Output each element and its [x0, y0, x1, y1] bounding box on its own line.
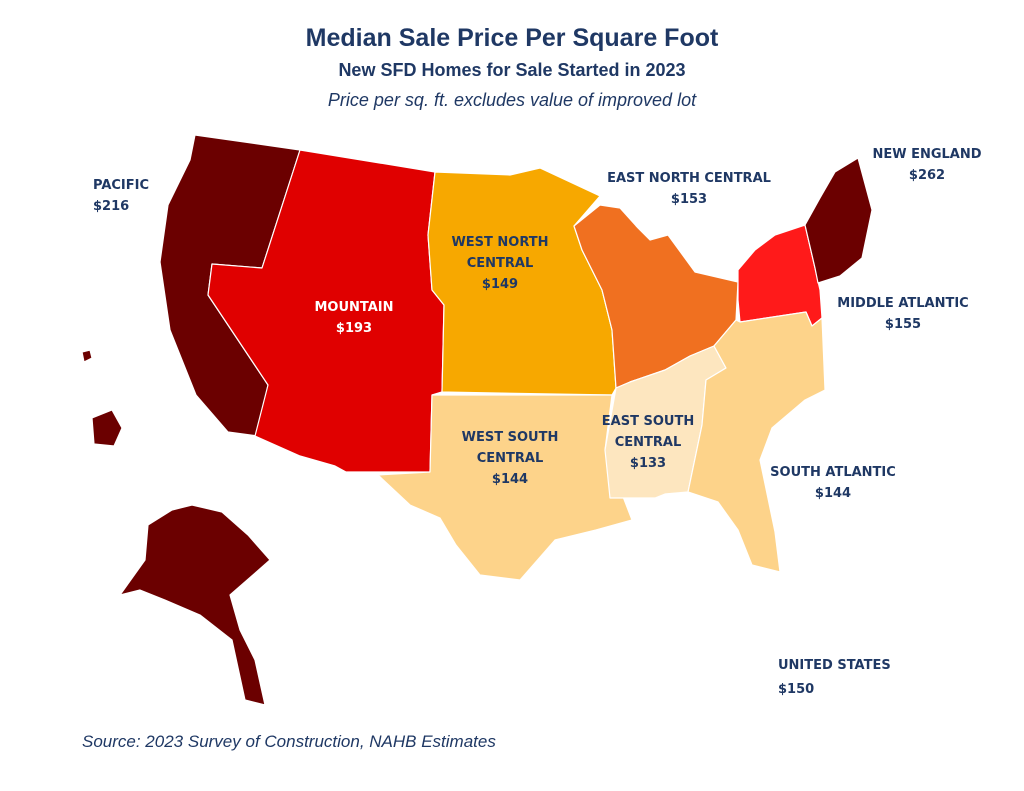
- national-label: UNITED STATES: [778, 658, 891, 673]
- region-label-west-south-central: WEST SOUTH: [462, 430, 559, 445]
- region-label-west-south-central: CENTRAL: [477, 451, 544, 466]
- region-value-east-south-central: $133: [630, 456, 666, 471]
- region-new-england: [804, 157, 873, 284]
- region-label-east-south-central: EAST SOUTH: [602, 414, 694, 429]
- region-shapes: [81, 134, 873, 706]
- region-west-north-central: [427, 167, 617, 396]
- region-pacific-hawaii: [91, 409, 123, 447]
- region-south-atlantic: [687, 311, 826, 573]
- region-value-west-south-central: $144: [492, 472, 528, 487]
- region-pacific-alaska: [119, 504, 271, 706]
- region-pacific-hawaii-islet: [81, 349, 93, 363]
- region-label-pacific: PACIFIC: [93, 178, 149, 193]
- region-label-middle-atlantic: MIDDLE ATLANTIC: [837, 296, 968, 311]
- region-label-south-atlantic: SOUTH ATLANTIC: [770, 465, 896, 480]
- region-label-east-north-central: EAST NORTH CENTRAL: [607, 171, 771, 186]
- region-value-new-england: $262: [909, 168, 945, 183]
- region-value-middle-atlantic: $155: [885, 317, 921, 332]
- region-value-east-north-central: $153: [671, 192, 707, 207]
- region-label-east-south-central: CENTRAL: [615, 435, 682, 450]
- map-title: Median Sale Price Per Square Foot: [305, 24, 719, 52]
- region-middle-atlantic: [737, 224, 823, 327]
- region-label-west-north-central: CENTRAL: [467, 256, 534, 271]
- region-label-new-england: NEW ENGLAND: [872, 147, 981, 162]
- region-value-pacific: $216: [93, 199, 129, 214]
- region-value-west-north-central: $149: [482, 277, 518, 292]
- national-value: $150: [778, 682, 814, 697]
- map-subtitle: New SFD Homes for Sale Started in 2023: [338, 60, 686, 80]
- region-value-mountain: $193: [336, 321, 372, 336]
- source-note: Source: 2023 Survey of Construction, NAH…: [82, 732, 496, 751]
- region-labels: PACIFIC $216 MOUNTAIN $193 WEST NORTH CENTRAL…: [93, 147, 982, 697]
- region-value-south-atlantic: $144: [815, 486, 851, 501]
- region-label-mountain: MOUNTAIN: [314, 300, 393, 315]
- map-note: Price per sq. ft. excludes value of impr…: [327, 90, 697, 110]
- region-label-west-north-central: WEST NORTH: [451, 235, 548, 250]
